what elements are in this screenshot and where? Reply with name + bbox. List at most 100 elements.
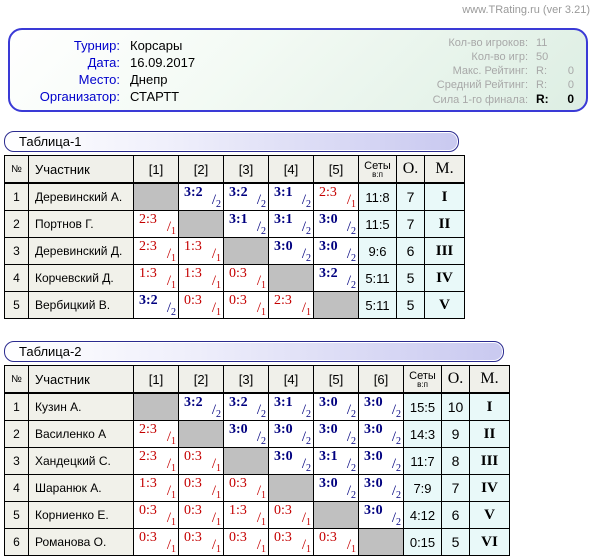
points-value: 1 <box>216 463 221 474</box>
match-points: /1 <box>301 510 311 528</box>
points-slash: / <box>391 429 396 445</box>
points-slash: / <box>301 510 306 526</box>
match-score: 1:3 <box>229 503 247 518</box>
match-score-cell: 3:0/2 <box>268 447 314 475</box>
match-score-cell: 0:3/1 <box>268 501 314 529</box>
stat-label: Кол-во игроков: <box>448 37 528 49</box>
match-score: 0:3 <box>229 476 247 491</box>
field-row-place: Место: Днепр <box>20 71 195 88</box>
points-slash: / <box>166 246 171 262</box>
points-value: 1 <box>261 517 266 528</box>
match-score: 0:3 <box>319 530 337 545</box>
match-score-cell: 3:0/2 <box>358 447 404 475</box>
match-score: 0:3 <box>139 503 157 518</box>
stat-value-secondary: 0 <box>567 92 574 106</box>
match-score-cell: 3:0/2 <box>268 420 314 448</box>
row-number: 3 <box>4 237 29 265</box>
match-score-cell: 1:3/1 <box>133 474 179 502</box>
row-number: 2 <box>4 210 29 238</box>
tournament-fields: Турнир: Корсары Дата: 16.09.2017 Место: Дне… <box>20 37 195 105</box>
col-header-num: № <box>4 155 29 184</box>
diagonal-cell <box>313 501 359 529</box>
place-cell: V <box>424 291 465 319</box>
points-slash: / <box>211 456 216 472</box>
points-slash: / <box>346 483 351 499</box>
match-score: 0:3 <box>229 293 247 308</box>
diagonal-cell <box>268 264 314 292</box>
table-block-1: Таблица-1 № Участник [1] [2] [3] [4] [5] Сеты в:п… <box>4 131 465 319</box>
match-score: 3:2 <box>184 185 203 200</box>
sets-total: 14:3 <box>403 420 442 448</box>
points-total: 7 <box>396 210 425 238</box>
results-table-1: № Участник [1] [2] [3] [4] [5] Сеты в:п О. М. 1 Дере… <box>4 155 465 319</box>
match-score-cell: 3:0/2 <box>358 501 404 529</box>
points-value: 2 <box>261 226 266 237</box>
match-points: /2 <box>346 483 356 501</box>
header-row: № Участник [1] [2] [3] [4] [5] [6] Сеты в:п О. М. <box>4 365 510 394</box>
match-points: /2 <box>347 247 356 264</box>
sets-total: 11:5 <box>358 210 397 238</box>
points-value: 1 <box>171 490 176 501</box>
stat-row-2: Макс. Рейтинг: R: 0 <box>398 64 574 78</box>
match-score-cell: 3:0/2 <box>313 237 359 265</box>
points-slash: / <box>301 429 306 445</box>
stat-label: Сила 1-го финала: <box>432 94 528 106</box>
table-row: 5 Корниенко Е. 0:3/1 0:3/1 1:3/1 0:3/1 3:0/2 4:… <box>4 501 510 529</box>
row-number: 4 <box>4 474 29 502</box>
points-total: 7 <box>396 182 425 211</box>
table-title-bar: Таблица-2 <box>4 341 504 362</box>
diagonal-cell <box>133 182 179 211</box>
points-total: 10 <box>441 392 470 421</box>
match-score: 1:3 <box>184 266 202 281</box>
sets-total: 0:15 <box>403 528 442 556</box>
points-slash: / <box>301 537 306 553</box>
stat-row-3: Средний Рейтинг: R: 0 <box>398 78 574 92</box>
match-score-cell: 3:2/2 <box>178 392 224 421</box>
points-slash: / <box>256 192 261 208</box>
match-score: 2:3 <box>139 449 157 464</box>
match-score: 3:0 <box>319 239 338 254</box>
points-slash: / <box>166 219 171 235</box>
points-slash: / <box>301 456 306 472</box>
stat-value-primary: 11 <box>536 37 548 49</box>
points-total: 5 <box>441 528 470 556</box>
match-score: 3:0 <box>319 476 338 491</box>
points-slash: / <box>166 537 171 553</box>
participant-name: Шаранюк А. <box>28 474 134 502</box>
points-slash: / <box>211 192 216 208</box>
table-row: 1 Кузин А. 3:2/2 3:2/2 3:1/2 3:0/2 3:0/2 15:5 10… <box>4 392 510 421</box>
points-value: 2 <box>351 226 356 237</box>
match-score-cell: 3:1/2 <box>268 210 314 238</box>
points-slash: / <box>256 300 261 316</box>
field-row-date: Дата: 16.09.2017 <box>20 54 195 71</box>
field-value-tournament: Корсары <box>130 38 183 53</box>
match-points: /1 <box>211 456 221 474</box>
points-value: 1 <box>261 544 266 555</box>
table-row: 2 Портнов Г. 2:3/1 3:1/2 3:1/2 3:0/2 11:5 7 II <box>4 210 465 238</box>
match-score-cell: 3:1/2 <box>268 182 314 211</box>
match-score-cell: 3:0/2 <box>223 420 269 448</box>
points-slash: / <box>391 510 396 526</box>
points-value: 1 <box>171 463 176 474</box>
match-score: 3:0 <box>274 239 293 254</box>
col-header-participant: Участник <box>28 365 134 394</box>
sets-total: 9:6 <box>358 237 397 265</box>
points-value: 2 <box>396 409 401 420</box>
points-value: 2 <box>306 436 311 447</box>
points-slash: / <box>391 456 396 472</box>
place-cell: III <box>469 447 510 475</box>
col-header-num: № <box>4 365 29 394</box>
points-slash: / <box>346 537 351 553</box>
match-score-cell: 3:2/2 <box>223 392 269 421</box>
match-score: 3:0 <box>319 422 338 437</box>
place-cell: I <box>469 392 510 421</box>
points-value: 1 <box>261 490 266 501</box>
table-row: 6 Романова О. 0:3/1 0:3/1 0:3/1 0:3/1 0:3/1 0:1… <box>4 528 510 556</box>
points-slash: / <box>256 483 261 499</box>
points-slash: / <box>256 402 261 418</box>
row-number: 3 <box>4 447 29 475</box>
points-slash: / <box>256 273 261 289</box>
match-points: /1 <box>212 274 221 291</box>
match-score: 1:3 <box>184 239 202 254</box>
match-points: /2 <box>347 457 356 474</box>
